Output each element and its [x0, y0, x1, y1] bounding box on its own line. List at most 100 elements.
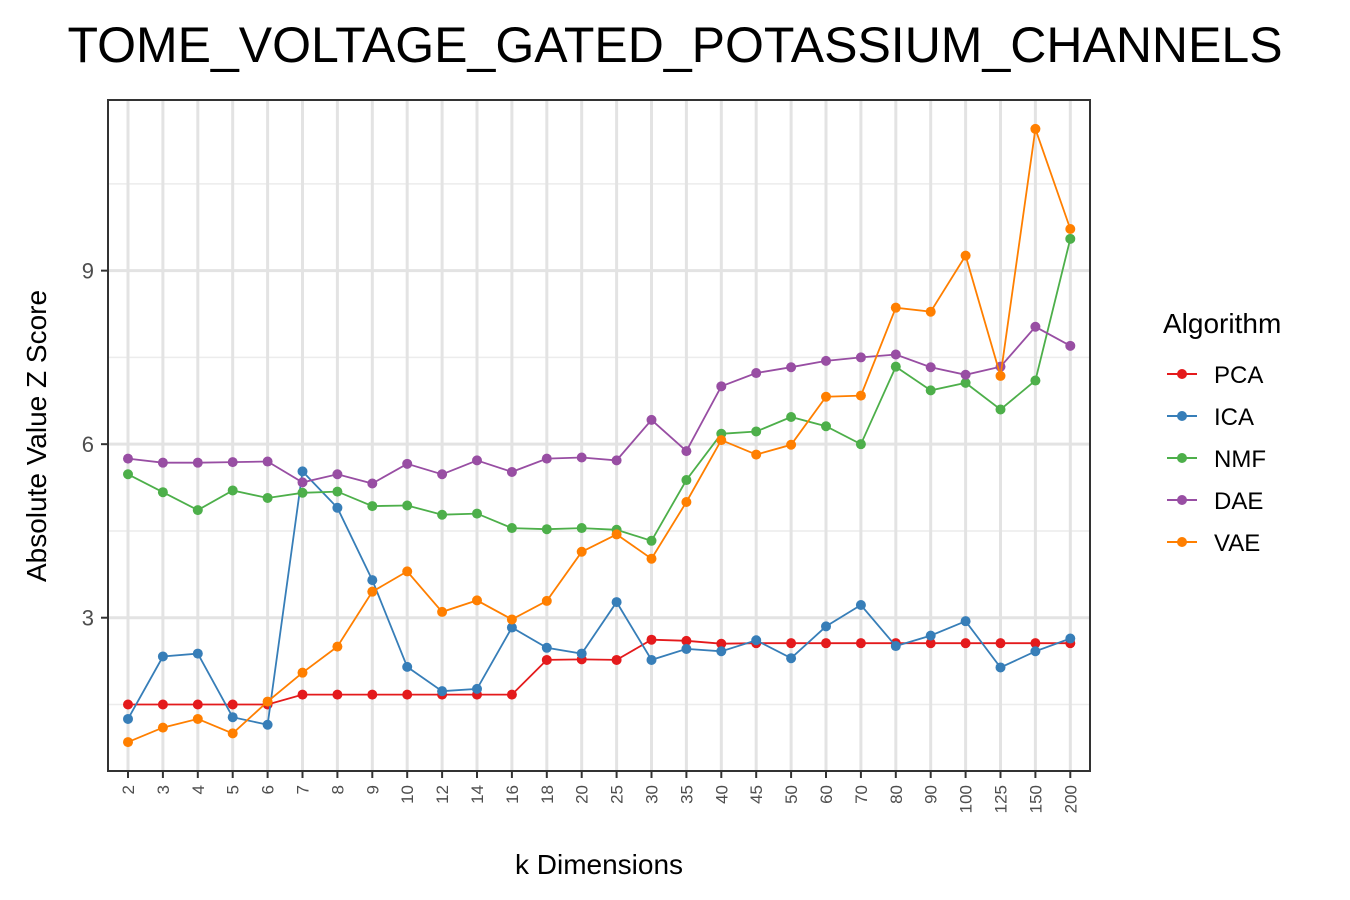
x-tick-label: 4	[189, 785, 208, 794]
dae-data-point	[821, 355, 831, 366]
dae-data-point	[611, 455, 622, 466]
nmf-data-point	[541, 524, 552, 535]
vae-data-point	[541, 595, 552, 606]
vae-data-point	[123, 737, 133, 748]
legend-label-nmf: NMF	[1214, 446, 1266, 473]
pca-data-point	[925, 638, 936, 649]
dae-data-point	[402, 458, 413, 469]
nmf-data-point	[751, 426, 762, 437]
grid-lines	[108, 100, 1090, 771]
pca-data-point	[855, 638, 866, 649]
x-tick-label: 20	[573, 785, 592, 804]
dae-data-point	[367, 478, 378, 489]
ica-data-point	[681, 643, 692, 654]
ica-data-point	[576, 648, 587, 659]
vae-data-point	[367, 586, 378, 597]
vae-data-point	[157, 722, 168, 733]
x-tick-label: 80	[887, 785, 906, 804]
nmf-series-line	[127, 238, 1072, 542]
x-tick-label: 30	[643, 785, 662, 804]
vae-data-point	[506, 614, 517, 625]
nmf-data-point	[472, 508, 482, 519]
vae-data-point	[472, 595, 482, 606]
nmf-data-point	[332, 486, 343, 497]
nmf-data-point	[123, 469, 133, 480]
ica-data-point	[821, 621, 831, 632]
legend-key-point-vae	[1177, 537, 1187, 547]
x-tick-label: 60	[817, 785, 836, 804]
ica-data-point	[227, 712, 238, 723]
ica-data-point	[332, 502, 343, 513]
x-tick-label: 45	[747, 785, 766, 804]
x-tick-label: 7	[294, 785, 313, 794]
x-tick-label: 14	[468, 785, 487, 804]
nmf-data-point	[855, 439, 866, 450]
ica-data-point	[716, 646, 727, 657]
ica-data-point	[506, 622, 517, 633]
nmf-data-point	[402, 500, 413, 511]
plot-panel-border	[107, 99, 1091, 772]
dae-data-point	[890, 349, 901, 360]
nmf-data-point	[437, 509, 448, 520]
nmf-data-point	[681, 475, 692, 486]
dae-data-point	[506, 466, 517, 477]
nmf-data-point	[646, 535, 657, 546]
chart-title: TOME_VOLTAGE_GATED_POTASSIUM_CHANNELS	[67, 17, 1282, 73]
vae-data-point	[332, 641, 343, 652]
pca-data-point	[821, 638, 831, 649]
nmf-data-point	[297, 487, 308, 498]
ica-data-point	[855, 599, 866, 610]
pca-data-point	[402, 689, 413, 700]
dae-data-point	[332, 469, 343, 480]
legend-label-ica: ICA	[1214, 404, 1254, 431]
dae-data-point	[192, 457, 203, 468]
x-tick-label: 3	[154, 785, 173, 794]
pca-data-point	[123, 699, 133, 710]
vae-data-point	[925, 306, 936, 317]
legend-label-pca: PCA	[1214, 362, 1263, 389]
vae-data-point	[1065, 223, 1076, 234]
pca-data-point	[541, 654, 552, 665]
x-tick-label: 90	[922, 785, 941, 804]
ica-data-point	[1030, 646, 1041, 657]
ica-data-point	[541, 642, 552, 653]
legend-key-point-ica	[1177, 411, 1187, 421]
pca-data-point	[157, 699, 168, 710]
ica-data-point	[437, 686, 448, 697]
x-tick-label: 18	[538, 785, 557, 804]
vae-data-point	[611, 529, 622, 540]
pca-data-point	[367, 689, 378, 700]
vae-data-point	[751, 449, 762, 460]
dae-data-point	[472, 455, 482, 466]
vae-data-point	[576, 546, 587, 557]
nmf-data-point	[576, 523, 587, 534]
nmf-data-point	[227, 485, 238, 496]
nmf-data-point	[367, 501, 378, 512]
ica-data-point	[157, 651, 168, 662]
ica-data-point	[367, 575, 378, 586]
ica-data-point	[751, 635, 762, 646]
ica-data-point	[995, 662, 1006, 673]
nmf-data-point	[821, 421, 831, 432]
ica-data-point	[960, 616, 971, 627]
dae-data-point	[716, 381, 727, 392]
x-tick-label: 70	[852, 785, 871, 804]
legend-key-point-dae	[1177, 495, 1187, 505]
ica-data-point	[1065, 633, 1076, 644]
ica-data-point	[890, 641, 901, 652]
x-tick-label: 25	[608, 785, 627, 804]
dae-data-point	[786, 362, 797, 373]
pca-data-point	[716, 638, 727, 649]
dae-data-point	[925, 362, 936, 373]
vae-data-point	[890, 302, 901, 313]
dae-data-point	[541, 453, 552, 464]
dae-data-point	[1065, 340, 1076, 351]
dae-data-point	[646, 414, 657, 425]
vae-series-line	[127, 128, 1072, 743]
x-tick-label: 6	[259, 785, 278, 794]
pca-data-point	[297, 689, 308, 700]
x-tick-label: 50	[782, 785, 801, 804]
dae-data-point	[157, 457, 168, 468]
